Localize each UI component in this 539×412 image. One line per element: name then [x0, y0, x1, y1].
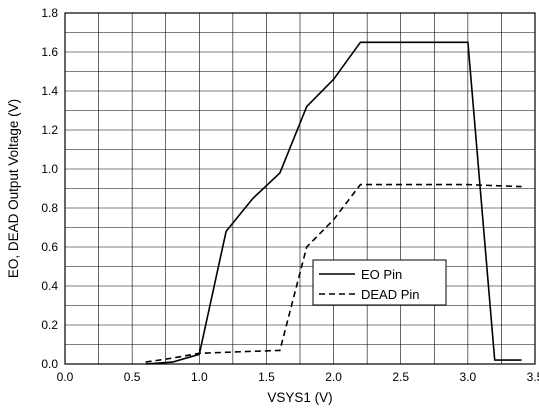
- y-tick-label: 1.6: [41, 45, 58, 59]
- grid-minor: [64, 12, 536, 365]
- x-tick-label: 3.5: [527, 370, 539, 384]
- x-tick-label: 1.0: [191, 370, 208, 384]
- y-axis-label: EO, DEAD Output Voltage (V): [6, 99, 21, 278]
- plot-frame: [64, 12, 536, 365]
- y-tick-label: 1.0: [41, 162, 58, 176]
- series-line-eo-pin: [145, 41, 522, 365]
- y-tick-label: 0.6: [41, 240, 58, 254]
- x-tick-labels: 0.0 0.5 1.0 1.5 2.0 2.5 3.0 3.5: [57, 370, 539, 384]
- x-tick-label: 3.0: [460, 370, 477, 384]
- y-tick-label: 1.8: [41, 6, 58, 20]
- legend-label-dead-pin: DEAD Pin: [361, 287, 420, 302]
- y-tick-labels: 0.0 0.2 0.4 0.6 0.8 1.0 1.2 1.4 1.6 1.8: [41, 6, 58, 371]
- y-tick-label: 1.2: [41, 123, 58, 137]
- legend: EO Pin DEAD Pin: [312, 259, 447, 306]
- series-layer: [145, 41, 522, 365]
- y-tick-label: 0.0: [41, 357, 58, 371]
- y-tick-label: 0.4: [41, 279, 58, 293]
- x-tick-label: 1.5: [258, 370, 275, 384]
- x-tick-label: 0.5: [124, 370, 141, 384]
- x-axis-label: VSYS1 (V): [267, 390, 332, 405]
- y-tick-label: 1.4: [41, 84, 58, 98]
- x-tick-label: 2.0: [325, 370, 342, 384]
- legend-box: [312, 259, 447, 306]
- y-tick-label: 0.8: [41, 201, 58, 215]
- x-tick-label: 2.5: [392, 370, 409, 384]
- y-tick-label: 0.2: [41, 318, 58, 332]
- legend-label-eo-pin: EO Pin: [361, 267, 402, 282]
- x-tick-label: 0.0: [57, 370, 74, 384]
